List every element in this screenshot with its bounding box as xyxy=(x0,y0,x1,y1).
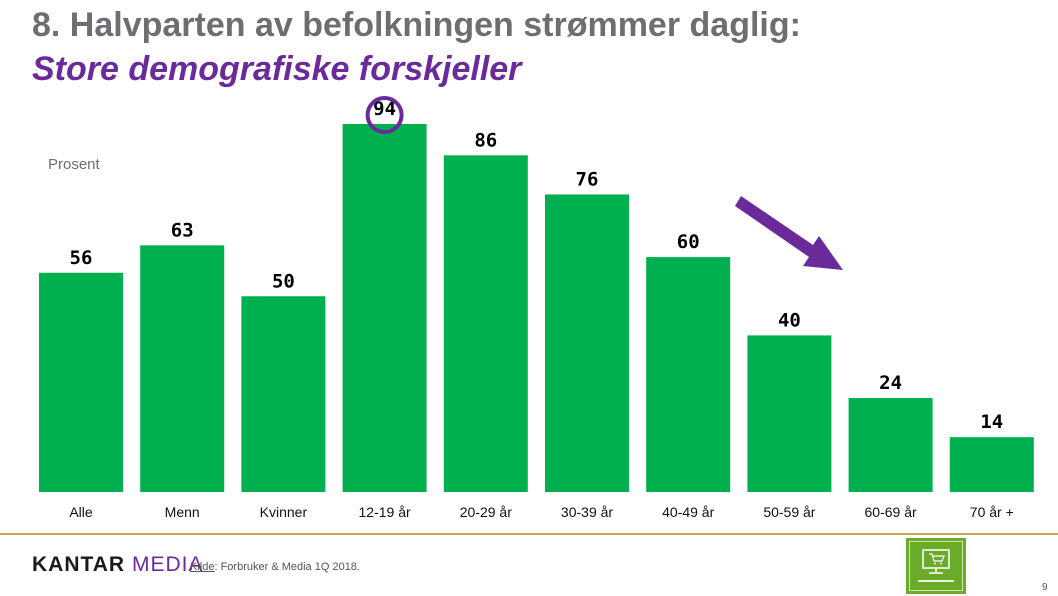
bar xyxy=(140,245,225,492)
slide-title: 8. Halvparten av befolkningen strømmer d… xyxy=(32,6,801,44)
x-tick-label: 70 år + xyxy=(970,504,1014,520)
x-tick-label: Menn xyxy=(165,504,200,520)
bar xyxy=(646,257,731,492)
kantar-media-logo: KANTAR MEDIA xyxy=(32,553,203,577)
x-tick-label: 40-49 år xyxy=(662,504,714,520)
bar xyxy=(949,437,1034,492)
data-label: 14 xyxy=(980,411,1003,433)
bar xyxy=(443,155,528,492)
data-label: 76 xyxy=(576,168,599,190)
slide-subtitle: Store demografiske forskjeller xyxy=(32,50,522,88)
x-tick-label: 50-59 år xyxy=(763,504,815,520)
data-label: 56 xyxy=(70,247,93,269)
bar xyxy=(545,194,629,492)
data-label: 40 xyxy=(778,309,801,331)
highlight-circle xyxy=(365,96,404,134)
source-note: Kilde: Forbruker & Media 1Q 2018. xyxy=(190,561,360,573)
bar-chart: 56 Alle 63 Menn 50 Kvinner 94 12-19 år 86 20-29 å… xyxy=(39,96,1034,520)
source-text: : Forbruker & Media 1Q 2018. xyxy=(214,561,360,573)
page-number: 9 xyxy=(1042,582,1048,593)
y-unit-label: Prosent xyxy=(48,156,100,173)
bar xyxy=(848,398,933,492)
bar xyxy=(39,272,123,492)
data-label: 60 xyxy=(677,231,700,253)
brand-secondary: MEDIA xyxy=(131,553,204,576)
data-label: 94 xyxy=(373,98,396,120)
bar xyxy=(747,335,832,492)
data-label: 50 xyxy=(272,270,295,292)
source-label: Kilde xyxy=(190,561,215,573)
data-label: 86 xyxy=(474,129,497,151)
x-tick-label: Kvinner xyxy=(260,504,308,520)
footer-divider xyxy=(0,533,1058,535)
data-label: 63 xyxy=(171,219,194,241)
brand-primary: KANTAR xyxy=(32,553,126,576)
trend-arrow xyxy=(735,196,843,270)
x-tick-label: 30-39 år xyxy=(561,504,613,520)
bar xyxy=(342,124,427,492)
bar xyxy=(241,296,326,492)
monitor-cart-icon xyxy=(918,549,954,582)
x-tick-label: 60-69 år xyxy=(865,504,917,520)
forbruker-media-badge xyxy=(906,538,966,594)
data-label: 24 xyxy=(879,372,902,394)
x-tick-label: 12-19 år xyxy=(359,504,411,520)
x-tick-label: Alle xyxy=(69,504,93,520)
x-tick-label: 20-29 år xyxy=(460,504,512,520)
